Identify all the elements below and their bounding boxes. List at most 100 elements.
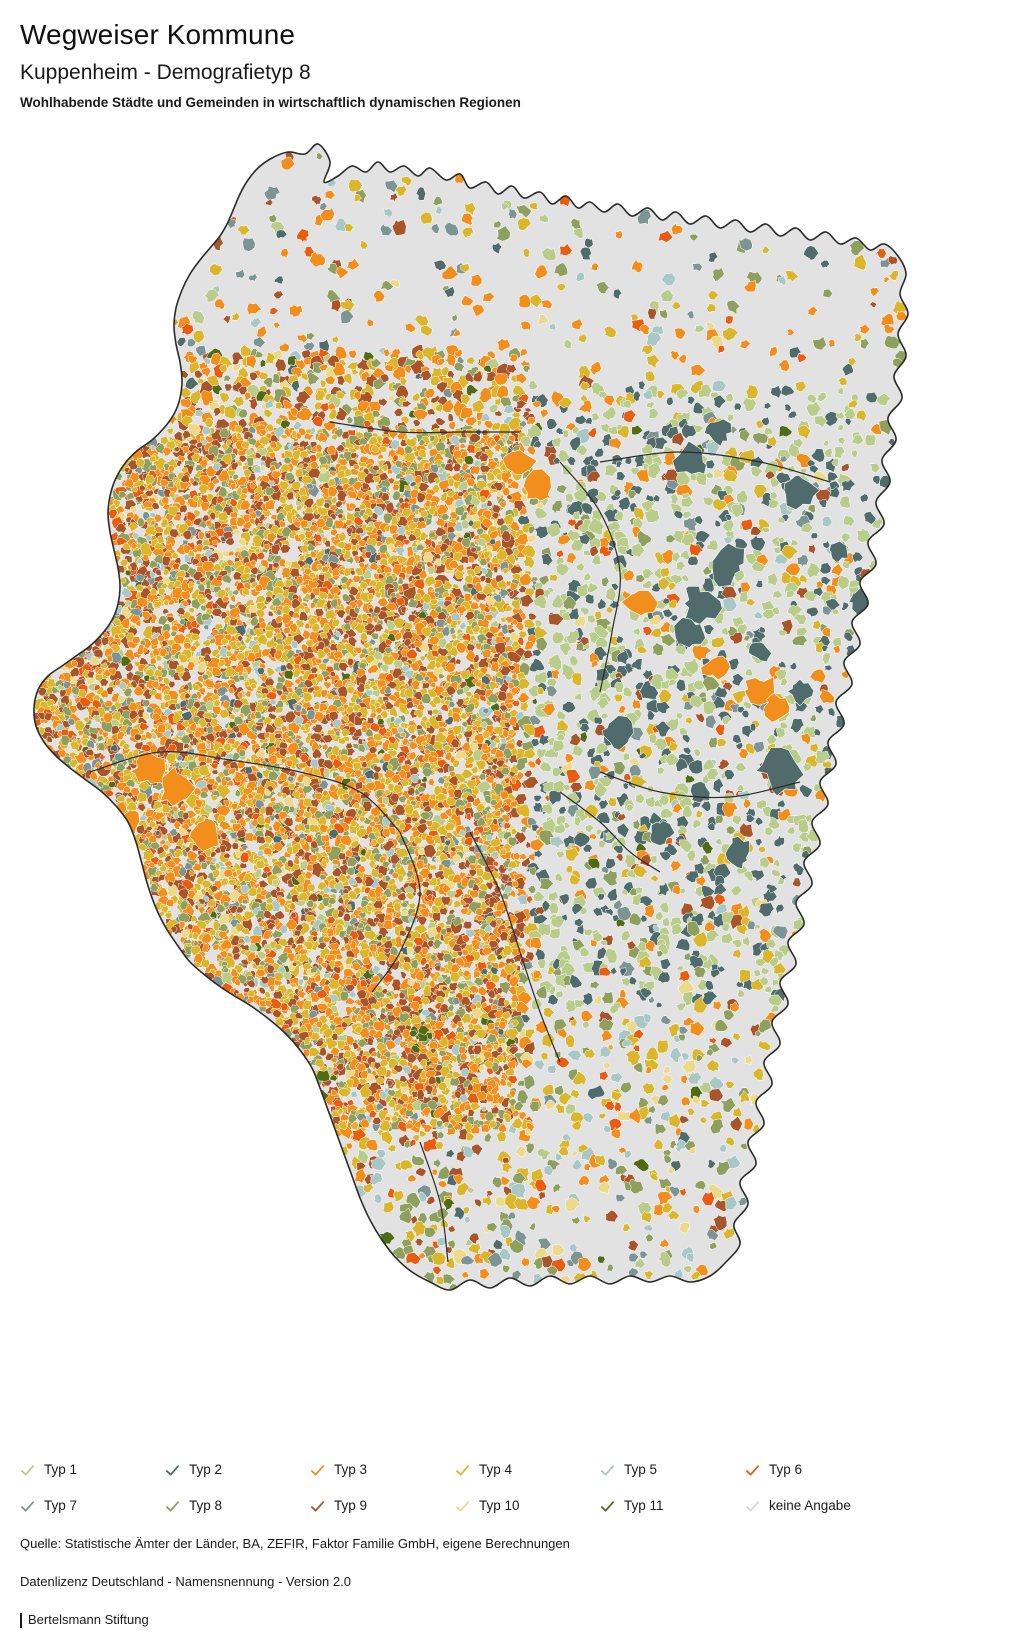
municipality-area[interactable]	[519, 320, 532, 332]
municipality-area[interactable]	[506, 363, 517, 374]
municipality-area[interactable]	[603, 394, 616, 407]
municipality-area[interactable]	[319, 363, 330, 374]
municipality-area[interactable]	[389, 347, 402, 361]
municipality-area[interactable]	[373, 290, 386, 303]
municipality-area[interactable]	[452, 329, 461, 337]
municipality-area[interactable]	[812, 336, 827, 351]
municipality-area[interactable]	[541, 299, 553, 310]
municipality-area[interactable]	[247, 397, 259, 411]
municipality-area[interactable]	[630, 259, 643, 274]
municipality-area[interactable]	[713, 394, 727, 409]
municipality-area[interactable]	[517, 393, 530, 403]
municipality-area[interactable]	[529, 293, 543, 309]
municipality-area[interactable]	[303, 341, 316, 352]
municipality-area[interactable]	[538, 214, 549, 223]
municipality-area[interactable]	[256, 325, 267, 338]
municipality-area[interactable]	[874, 248, 887, 259]
municipality-area[interactable]	[382, 207, 394, 218]
municipality-area[interactable]	[548, 322, 556, 331]
municipality-area[interactable]	[635, 886, 643, 894]
municipality-area[interactable]	[184, 376, 200, 390]
municipality-area[interactable]	[776, 726, 786, 739]
municipality-area[interactable]	[807, 305, 818, 316]
municipality-area[interactable]	[815, 392, 827, 402]
municipality-area[interactable]	[191, 309, 205, 325]
municipality-area[interactable]	[657, 1039, 669, 1054]
municipality-area[interactable]	[384, 364, 395, 372]
municipality-area[interactable]	[895, 310, 908, 322]
municipality-area[interactable]	[671, 301, 682, 310]
municipality-area[interactable]	[461, 227, 475, 239]
municipality-area[interactable]	[493, 220, 502, 229]
municipality-area[interactable]	[295, 407, 314, 422]
municipality-area[interactable]	[209, 263, 223, 276]
municipality-area[interactable]	[278, 342, 290, 353]
municipality-area[interactable]	[578, 399, 593, 414]
municipality-area[interactable]	[786, 328, 796, 336]
municipality-area[interactable]	[675, 388, 690, 400]
municipality-area[interactable]	[318, 338, 330, 353]
municipality-area[interactable]	[603, 325, 617, 338]
municipality-area[interactable]	[549, 927, 561, 940]
municipality-area[interactable]	[235, 268, 246, 280]
municipality-area[interactable]	[350, 368, 359, 376]
municipality-area[interactable]	[219, 363, 228, 373]
municipality-area[interactable]	[323, 190, 336, 200]
municipality-area[interactable]	[203, 357, 211, 365]
municipality-area[interactable]	[584, 237, 594, 250]
municipality-area[interactable]	[646, 400, 656, 410]
municipality-area[interactable]	[306, 332, 316, 341]
municipality-area[interactable]	[389, 192, 399, 203]
municipality-area[interactable]	[379, 280, 394, 291]
municipality-area[interactable]	[263, 409, 273, 419]
municipality-area[interactable]	[580, 381, 591, 391]
municipality-area[interactable]	[434, 403, 444, 413]
municipality-area[interactable]	[742, 397, 758, 412]
municipality-area[interactable]	[777, 359, 790, 372]
municipality-area[interactable]	[340, 309, 355, 324]
municipality-area[interactable]	[319, 402, 331, 412]
municipality-area[interactable]	[529, 937, 542, 950]
municipality-area[interactable]	[224, 383, 233, 392]
municipality-area[interactable]	[214, 298, 225, 310]
municipality-area[interactable]	[253, 336, 266, 349]
municipality-area[interactable]	[189, 389, 202, 404]
municipality-area[interactable]	[237, 225, 250, 236]
municipality-area[interactable]	[463, 202, 476, 218]
municipality-area[interactable]	[447, 370, 455, 380]
municipality-area[interactable]	[666, 396, 674, 406]
municipality-area[interactable]	[722, 326, 739, 342]
municipality-area[interactable]	[273, 289, 284, 300]
municipality-area[interactable]	[402, 400, 413, 408]
municipality-area[interactable]	[246, 302, 263, 316]
municipality-area[interactable]	[883, 276, 890, 283]
municipality-area[interactable]	[272, 321, 281, 329]
municipality-area[interactable]	[230, 311, 241, 321]
municipality-area[interactable]	[359, 240, 369, 250]
municipality-area[interactable]	[515, 372, 528, 385]
municipality-area[interactable]	[761, 245, 770, 254]
municipality-area[interactable]	[491, 242, 503, 255]
municipality-area[interactable]	[263, 185, 281, 201]
municipality-area[interactable]	[590, 262, 600, 272]
municipality-area[interactable]	[442, 399, 455, 413]
municipality-area[interactable]	[275, 229, 288, 240]
municipality-area[interactable]	[806, 400, 822, 417]
municipality-area[interactable]	[239, 862, 248, 869]
municipality-area[interactable]	[633, 390, 641, 402]
municipality-area[interactable]	[637, 380, 646, 391]
municipality-area[interactable]	[495, 385, 509, 400]
municipality-area[interactable]	[453, 361, 465, 373]
municipality-area[interactable]	[644, 370, 656, 382]
municipality-area[interactable]	[669, 350, 680, 361]
municipality-area[interactable]	[707, 251, 719, 263]
municipality-area[interactable]	[432, 196, 444, 207]
municipality-area[interactable]	[517, 217, 532, 231]
municipality-area[interactable]	[509, 353, 518, 363]
municipality-area[interactable]	[319, 202, 328, 211]
municipality-area[interactable]	[725, 315, 734, 325]
municipality-area[interactable]	[532, 398, 542, 408]
municipality-area[interactable]	[712, 267, 725, 282]
municipality-area[interactable]	[579, 246, 592, 260]
municipality-area[interactable]	[555, 283, 566, 291]
